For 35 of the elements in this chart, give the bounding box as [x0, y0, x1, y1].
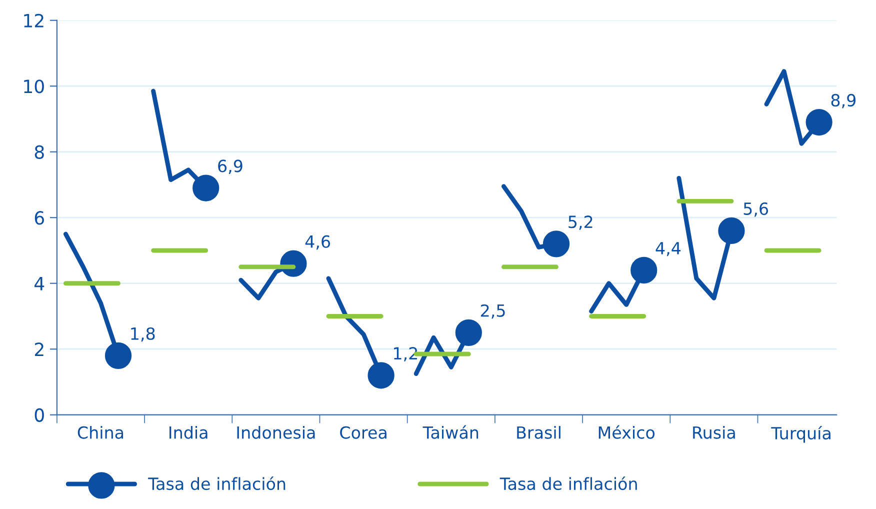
x-tick-label: Brasil: [517, 426, 560, 439]
x-tick-label: Indonesia: [237, 426, 315, 439]
point: [368, 362, 394, 389]
point: [542, 230, 570, 258]
point: [455, 319, 482, 346]
point: [192, 174, 220, 202]
point: [806, 108, 832, 136]
y-tick-label: 6: [34, 211, 44, 225]
legend-label: Tasa de inflación: [500, 476, 637, 490]
point: [104, 342, 132, 369]
data-label: 5,2: [568, 216, 592, 230]
data-label: 4,4: [656, 242, 681, 256]
x-tick-label: Rusia: [693, 426, 735, 439]
x-tick-label: Corea: [340, 426, 386, 439]
y-tick-label: 2: [34, 342, 44, 356]
point: [718, 217, 745, 244]
x-tick-label: India: [170, 426, 208, 439]
x-tick-label: México: [598, 425, 655, 439]
y-tick-label: 10: [24, 80, 44, 94]
y-tick-label: 0: [34, 408, 44, 422]
legend-label: Tasa de inflación: [148, 476, 286, 490]
y-tick-label: 4: [34, 277, 44, 290]
data-label: 8,9: [831, 94, 856, 108]
data-label: 2,5: [480, 304, 505, 319]
y-tick-label: 12: [24, 14, 44, 28]
y-tick-label: 8: [34, 145, 44, 159]
data-label: 5,6: [744, 202, 768, 217]
data-label: 6,9: [218, 160, 242, 174]
data-label: 1,8: [131, 327, 155, 342]
x-tick-label: Taiwán: [422, 425, 478, 439]
point: [630, 256, 658, 284]
data-label: 4,6: [305, 235, 330, 250]
x-tick-label: China: [78, 426, 124, 439]
x-tick-label: Turquía: [771, 426, 830, 443]
data-label: 1,2: [394, 347, 418, 362]
